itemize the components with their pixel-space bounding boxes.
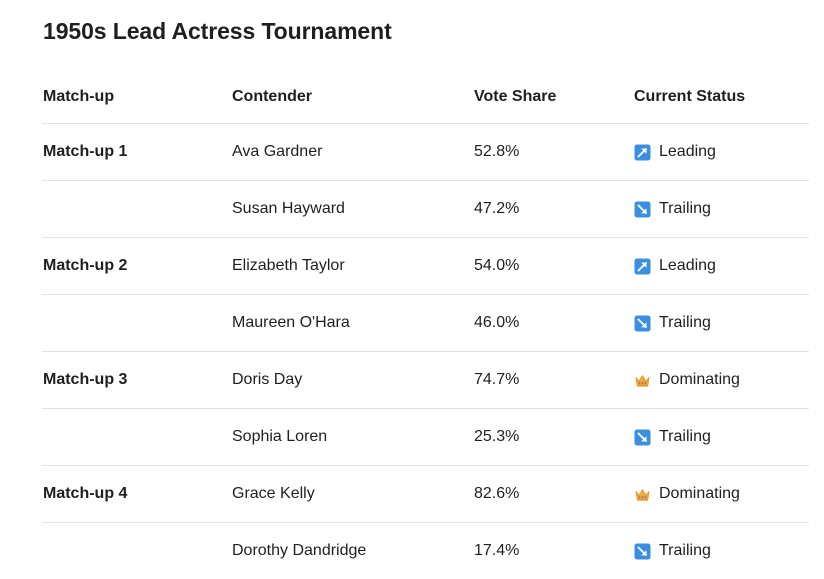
contender-cell: Susan Hayward [232,200,345,217]
vote-share-cell: 52.8% [474,143,520,160]
arrow-up-right-icon [634,258,651,275]
status-cell: Dominating [634,352,740,408]
contender-cell: Ava Gardner [232,143,323,160]
crown-icon [634,486,651,503]
vote-share-cell: 46.0% [474,314,520,331]
matchup-cell: Match-up 3 [43,371,128,388]
contender-cell: Grace Kelly [232,485,315,502]
status-cell: Trailing [634,409,711,465]
status-label: Leading [659,143,716,160]
table-row: Match-up 2 Elizabeth Taylor 54.0% Leading [42,238,809,295]
status-label: Trailing [659,200,711,217]
table-row: Dorothy Dandridge 17.4% Trailing [42,523,809,579]
contender-cell: Doris Day [232,371,303,388]
arrow-down-right-icon [634,201,651,218]
table-row: Match-up 4 Grace Kelly 82.6% Dominating [42,466,809,523]
crown-icon [634,372,651,389]
vote-share-cell: 17.4% [474,542,520,559]
page-title: 1950s Lead Actress Tournament [43,18,392,44]
status-label: Trailing [659,428,711,445]
matchup-cell: Match-up 1 [43,143,128,160]
contender-cell: Maureen O'Hara [232,314,350,331]
table-header-row: Match-up Contender Vote Share Current St… [42,71,809,124]
tournament-table: Match-up Contender Vote Share Current St… [42,71,809,579]
vote-share-cell: 25.3% [474,428,520,445]
status-cell: Trailing [634,295,711,351]
table-row: Sophia Loren 25.3% Trailing [42,409,809,466]
status-cell: Dominating [634,466,740,522]
header-current-status: Current Status [634,88,746,105]
arrow-down-right-icon [634,543,651,560]
status-cell: Trailing [634,181,711,237]
arrow-down-right-icon [634,429,651,446]
arrow-down-right-icon [634,315,651,332]
status-label: Trailing [659,542,711,559]
vote-share-cell: 54.0% [474,257,520,274]
vote-share-cell: 82.6% [474,485,520,502]
table-row: Match-up 1 Ava Gardner 52.8% Leading [42,124,809,181]
vote-share-cell: 74.7% [474,371,520,388]
arrow-up-right-icon [634,144,651,161]
status-label: Trailing [659,314,711,331]
table-row: Maureen O'Hara 46.0% Trailing [42,295,809,352]
status-label: Dominating [659,485,740,502]
table-row: Susan Hayward 47.2% Trailing [42,181,809,238]
table-body: Match-up 1 Ava Gardner 52.8% Leading Susan H… [42,124,809,579]
table-row: Match-up 3 Doris Day 74.7% Dominating [42,352,809,409]
matchup-cell: Match-up 2 [43,257,128,274]
status-cell: Trailing [634,523,711,579]
header-vote-share: Vote Share [474,88,557,105]
status-label: Leading [659,257,716,274]
header-contender: Contender [232,88,312,105]
contender-cell: Dorothy Dandridge [232,542,367,559]
status-cell: Leading [634,124,716,180]
contender-cell: Sophia Loren [232,428,328,445]
status-cell: Leading [634,238,716,294]
status-label: Dominating [659,371,740,388]
matchup-cell: Match-up 4 [43,485,128,502]
vote-share-cell: 47.2% [474,200,520,217]
header-matchup: Match-up [43,88,115,105]
contender-cell: Elizabeth Taylor [232,257,345,274]
